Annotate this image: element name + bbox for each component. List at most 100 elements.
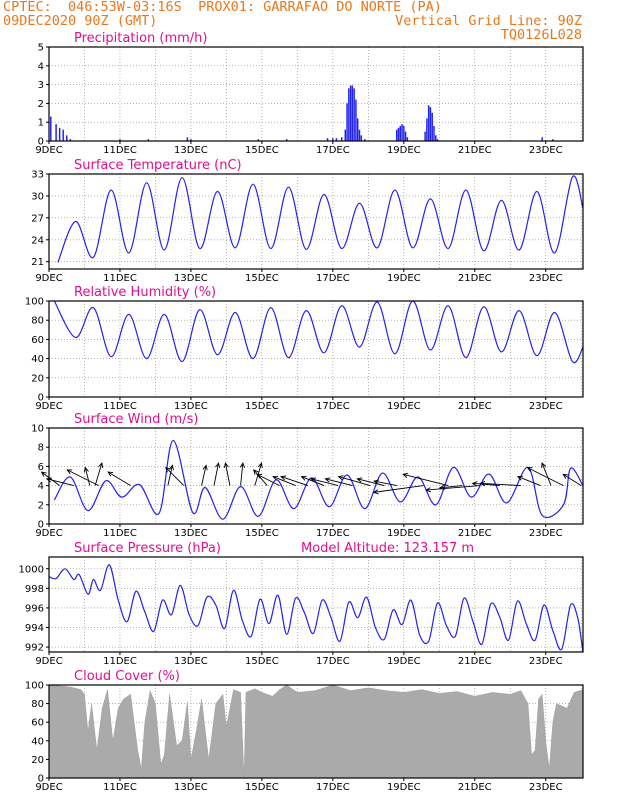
precip-frame (48, 46, 584, 142)
precip-ytick-label: 5 (38, 43, 44, 54)
wind-arrow (225, 463, 231, 486)
wind-arrow (213, 463, 219, 486)
precip-bar (401, 124, 403, 141)
wind-arrow (541, 462, 552, 486)
wind-series-line (53, 439, 584, 520)
wind-arrow (280, 476, 309, 487)
precip-bar (353, 88, 355, 141)
precip-bar (541, 137, 543, 141)
precip-bar (427, 105, 430, 141)
rh-panel: 0 20 40 60 80 100 9DEC 11DEC 13DEC 15DEC 17DEC 19DE… (25, 285, 584, 412)
pres-series-line (48, 564, 584, 653)
precip-bar (358, 129, 361, 141)
header-station-line: CPTEC: 046:53W-03:16S PROX01: GARRAFAO D… (3, 0, 442, 15)
wind-xtick-label: 9DEC (35, 528, 62, 539)
precip-bar (147, 139, 150, 141)
precip-bar (399, 125, 402, 141)
precip-bar (346, 103, 348, 141)
wind-arrows (40, 462, 582, 495)
pres-ytick-label: 998 (25, 584, 44, 595)
precip-xtick-label: 17DEC (316, 145, 350, 156)
precip-bar (403, 125, 405, 141)
wind-ytick-label: 4 (38, 481, 44, 492)
wind-arrow-head (324, 477, 331, 483)
precip-bar (58, 127, 61, 141)
cloud-ytick-label: 40 (31, 736, 44, 747)
rh-xtick-label: 11DEC (103, 401, 137, 412)
cloud-panel: 0 20 40 60 80 100 9DEC 11DEC 13DEC 15DEC 17DEC 19DE… (25, 669, 584, 793)
precip-xtick-label: 13DEC (174, 145, 208, 156)
rh-xtick-label: 19DEC (387, 401, 421, 412)
precip-bar (435, 135, 437, 141)
precip-bar (436, 139, 439, 141)
wind-arrow-head (66, 469, 73, 475)
temp-panel: 21 24 27 30 33 9DEC 11DEC 13DEC 15DEC 17DEC 19DEC 2… (31, 158, 584, 284)
temp-xtick-label: 19DEC (387, 273, 421, 284)
temp-xtick-label: 11DEC (103, 273, 137, 284)
precip-bar (395, 129, 398, 141)
wind-arrow-head (402, 472, 409, 478)
precip-xtick-label: 15DEC (245, 145, 279, 156)
cloud-frame (48, 684, 584, 779)
wind-arrow (517, 476, 541, 487)
cloud-xtick-label: 11DEC (103, 782, 137, 793)
rh-ytick-label: 60 (31, 335, 44, 346)
rh-ytick-label: 100 (25, 297, 44, 308)
cloud-ytick-label: 20 (31, 755, 44, 766)
rh-ytick-label: 40 (31, 354, 44, 365)
cloud-xtick-label: 21DEC (458, 782, 492, 793)
temp-series-line (57, 175, 584, 263)
precip-bar (364, 139, 366, 141)
cloud-ytick-label: 100 (25, 681, 44, 692)
wind-arrow (94, 462, 103, 486)
wind-arrow (240, 463, 244, 486)
wind-arrow-head (372, 489, 379, 495)
cloud-area (48, 684, 584, 779)
rh-ytick-label: 0 (38, 393, 44, 404)
wind-arrow (374, 480, 397, 487)
rh-series-line (53, 300, 584, 364)
wind-arrow-head (202, 464, 208, 471)
wind-arrow-head (253, 469, 259, 475)
rh-ytick-label: 80 (31, 316, 44, 327)
temp-xtick-label: 9DEC (35, 273, 62, 284)
wind-arrow-head (373, 479, 380, 485)
rh-xtick-label: 21DEC (458, 401, 492, 412)
pres-xtick-label: 9DEC (35, 656, 62, 667)
wind-xtick-label: 19DEC (387, 528, 421, 539)
wind-arrow (325, 478, 353, 487)
wind-arrow-head (479, 480, 486, 487)
precip-ytick-label: 2 (38, 99, 44, 110)
rh-grid (48, 300, 583, 398)
wind-ytick-label: 2 (38, 500, 44, 511)
wind-arrow-head (526, 467, 533, 472)
wind-ytick-label: 10 (31, 424, 44, 435)
wind-arrow (311, 478, 339, 487)
precip-bar (186, 137, 189, 141)
pres-frame (48, 556, 584, 653)
rh-xtick-label: 17DEC (316, 401, 350, 412)
wind-grid (48, 427, 583, 525)
precip-bar (360, 135, 362, 141)
wind-frame (48, 427, 584, 525)
precip-bar (404, 131, 407, 141)
header-model-id: TQ0126L028 (500, 27, 582, 43)
precip-xtick-label: 19DEC (387, 145, 421, 156)
precip-bar (424, 131, 426, 141)
wind-arrow (256, 473, 280, 487)
wind-arrow (562, 473, 582, 486)
temp-ytick-label: 33 (31, 170, 44, 181)
wind-arrow (426, 485, 481, 491)
wind-arrow-head (165, 466, 171, 473)
precip-xtick-label: 11DEC (103, 145, 137, 156)
pres-ytick-label: 992 (25, 643, 44, 654)
wind-arrow (107, 471, 131, 486)
rh-frame (48, 300, 584, 398)
precip-bar (348, 88, 350, 141)
precip-bar (55, 124, 57, 141)
header-date-line: 09DEC2020 90Z (GMT) (3, 13, 158, 29)
precip-ytick-label: 0 (38, 137, 44, 148)
wind-ytick-label: 6 (38, 462, 44, 473)
temp-xtick-label: 17DEC (316, 273, 350, 284)
precip-ytick-label: 1 (38, 118, 44, 129)
